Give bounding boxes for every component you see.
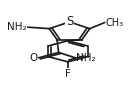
Text: NH₂: NH₂ <box>76 53 96 63</box>
Text: CH₃: CH₃ <box>106 18 124 28</box>
Text: NH₂: NH₂ <box>7 22 27 32</box>
Text: O: O <box>29 53 38 63</box>
Text: S: S <box>66 15 73 28</box>
Text: F: F <box>65 69 71 79</box>
